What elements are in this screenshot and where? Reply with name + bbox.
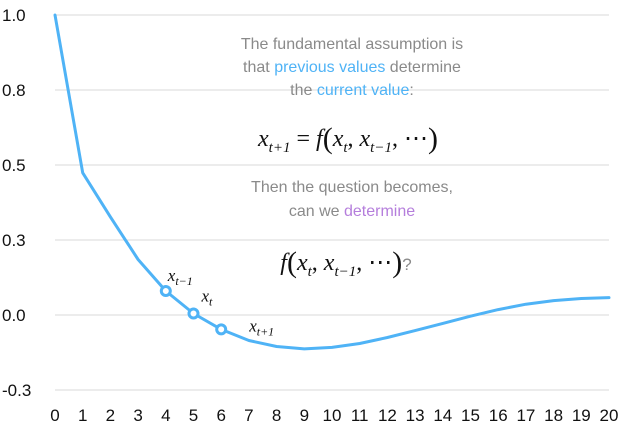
x-tick-label: 7	[244, 406, 253, 425]
x-tick-label: 18	[544, 406, 563, 425]
highlight-determine: determine	[344, 203, 415, 220]
y-tick-label: -0.3	[2, 381, 31, 400]
y-tick-label: 0.5	[2, 156, 26, 175]
x-tick-label: 14	[433, 406, 452, 425]
highlight-previous-values: previous values	[274, 59, 385, 76]
y-tick-labels: 1.0 0.8 0.5 0.3 0.0 -0.3	[2, 6, 31, 400]
x-tick-labels: 0 1 2 3 4 5 6 7 8 9 10 11 12 13 14 15 16 17 18 19 20	[50, 406, 618, 425]
annotation-line-3: the current value:	[290, 82, 414, 99]
series-line	[53, 13, 611, 351]
y-tick-label: 0.0	[2, 306, 26, 325]
x-tick-label: 11	[351, 406, 369, 425]
annotation-line-2: that previous values determine	[243, 59, 461, 76]
x-tick-label: 13	[406, 406, 425, 425]
x-tick-label: 12	[378, 406, 397, 425]
x-tick-label: 9	[300, 406, 309, 425]
annotation-line-5: can we determine	[289, 203, 415, 220]
x-tick-label: 1	[78, 406, 87, 425]
point-label: xt−1	[167, 266, 193, 288]
x-tick-label: 5	[189, 406, 198, 425]
highlight-point	[159, 285, 172, 297]
annotation-line-4: Then the question becomes,	[251, 179, 453, 196]
point-label: xt	[201, 287, 214, 309]
highlight-current-value: current value	[317, 82, 410, 99]
y-tick-label: 1.0	[2, 6, 26, 25]
equation-recurrence: xt+1 = f(xt, xt−1, ⋯)	[257, 122, 438, 156]
x-tick-label: 2	[106, 406, 115, 425]
y-tick-label: 0.3	[2, 231, 26, 250]
highlighted-points	[159, 285, 228, 336]
point-label: xt+1	[248, 316, 274, 338]
y-tick-label: 0.8	[2, 81, 26, 100]
highlight-point	[215, 323, 228, 336]
x-tick-label: 3	[133, 406, 142, 425]
x-tick-label: 0	[50, 406, 59, 425]
x-tick-label: 4	[161, 406, 170, 425]
annotation-line-1: The fundamental assumption is	[241, 36, 463, 53]
annotation-text: The fundamental assumption is that previ…	[241, 36, 463, 280]
point-labels: xt−1 xt xt+1	[167, 266, 274, 338]
grid-lines	[55, 14, 609, 391]
x-tick-label: 15	[461, 406, 480, 425]
x-tick-label: 20	[600, 406, 619, 425]
x-tick-label: 16	[489, 406, 508, 425]
x-tick-label: 8	[272, 406, 281, 425]
x-tick-label: 19	[572, 406, 591, 425]
equation-function: f(xt, xt−1, ⋯)?	[280, 246, 411, 280]
highlight-point	[187, 307, 200, 320]
x-tick-label: 6	[216, 406, 225, 425]
x-tick-label: 10	[323, 406, 342, 425]
x-tick-label: 17	[516, 406, 535, 425]
